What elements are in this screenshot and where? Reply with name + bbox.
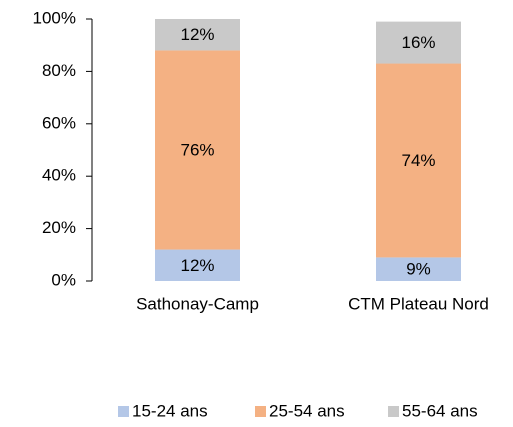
bar-segment: [155, 249, 240, 281]
legend-swatch: [118, 406, 129, 417]
y-tick-label: 60%: [42, 113, 76, 132]
y-tick-label: 100%: [33, 8, 76, 27]
data-label: 12%: [180, 256, 214, 275]
x-tick-label: CTM Plateau Nord: [348, 294, 489, 313]
data-label: 12%: [180, 25, 214, 44]
legend-swatch: [388, 406, 399, 417]
legend-label: 55-64 ans: [402, 401, 478, 420]
y-tick-label: 80%: [42, 61, 76, 80]
legend-label: 15-24 ans: [132, 401, 208, 420]
bar-segment: [155, 50, 240, 250]
bar-segment: [155, 19, 240, 51]
bar-segment: [376, 21, 461, 64]
y-tick-label: 0%: [51, 270, 76, 289]
x-tick-label: Sathonay-Camp: [136, 294, 259, 313]
legend-swatch: [255, 406, 266, 417]
y-tick-label: 40%: [42, 166, 76, 185]
bar-segment: [376, 63, 461, 258]
data-label: 9%: [406, 260, 431, 279]
legend-label: 25-54 ans: [269, 401, 345, 420]
data-label: 76%: [180, 140, 214, 159]
data-label: 16%: [401, 33, 435, 52]
data-label: 74%: [401, 151, 435, 170]
bar-segment: [376, 257, 461, 281]
y-tick-label: 20%: [42, 218, 76, 237]
